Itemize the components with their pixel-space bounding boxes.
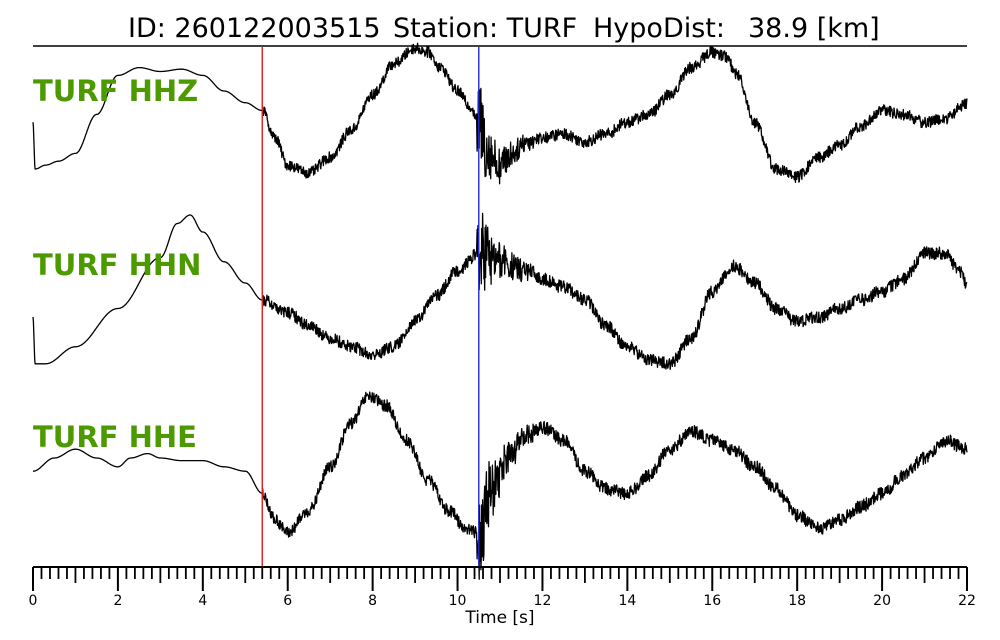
channel-label-hhn: TURF HHN xyxy=(33,248,201,282)
tick-label-2: 2 xyxy=(113,593,122,609)
tick-label-20: 20 xyxy=(873,593,891,609)
channel-labels: TURF HHZ TURF HHN TURF HHE xyxy=(33,74,201,454)
figure-title: ID: 260122003515 Station: TURF HypoDist:… xyxy=(128,13,880,44)
time-axis-ticks: 0 2 4 6 8 10 12 14 16 18 20 22 xyxy=(29,567,976,609)
tick-label-8: 8 xyxy=(368,593,377,609)
tick-label-22: 22 xyxy=(958,593,976,609)
trace-line-turf-hhz xyxy=(32,42,968,185)
tick-label-6: 6 xyxy=(283,593,292,609)
time-axis-label: Time [s] xyxy=(464,608,534,628)
station-text: Station: TURF xyxy=(393,13,577,44)
tick-label-14: 14 xyxy=(618,593,636,609)
hypodist-value: 38.9 [km] xyxy=(748,13,880,44)
hypodist-label: HypoDist: xyxy=(593,13,725,44)
tick-label-16: 16 xyxy=(703,593,721,609)
tick-label-18: 18 xyxy=(788,593,806,609)
time-axis: 0 2 4 6 8 10 12 14 16 18 20 22 Time [s] xyxy=(29,566,976,628)
tick-label-4: 4 xyxy=(198,593,207,609)
channel-label-hhe: TURF HHE xyxy=(33,420,197,454)
tick-label-12: 12 xyxy=(534,593,552,609)
channel-label-hhz: TURF HHZ xyxy=(33,74,198,108)
event-id-text: ID: 260122003515 xyxy=(128,13,381,44)
trace-line-turf-hhn xyxy=(32,212,968,371)
tick-label-0: 0 xyxy=(29,593,38,609)
tick-label-10: 10 xyxy=(449,593,467,609)
trace-line-turf-hhe xyxy=(32,391,968,580)
phase-picks xyxy=(261,47,480,566)
trace-group xyxy=(32,42,968,580)
